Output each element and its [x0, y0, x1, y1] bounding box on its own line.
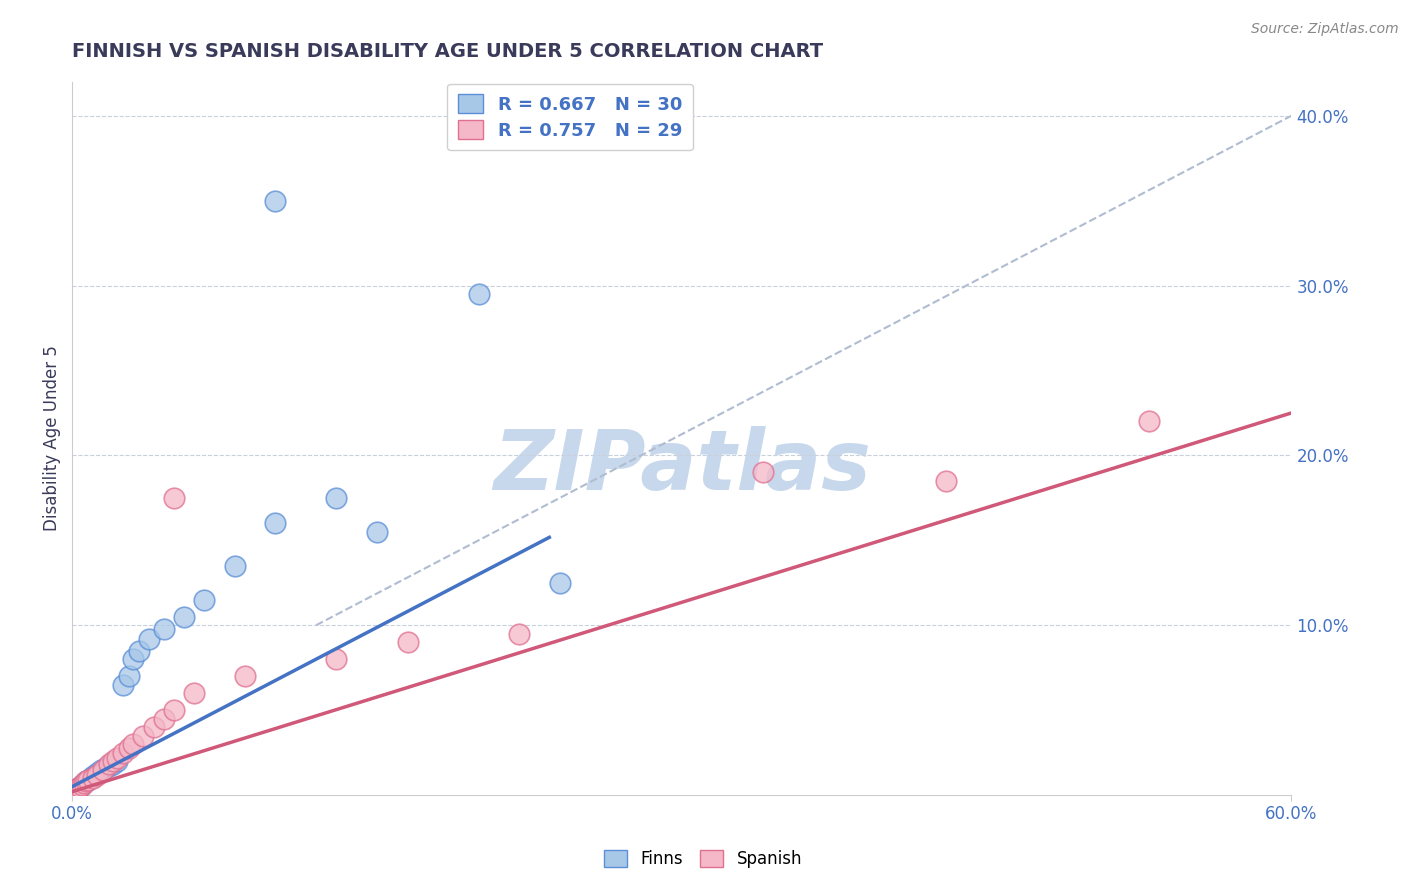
Point	[75, 774, 97, 789]
Point	[264, 194, 287, 208]
Point	[132, 729, 155, 743]
Point	[138, 632, 160, 646]
Point	[77, 772, 100, 787]
Point	[77, 772, 100, 787]
Point	[112, 746, 135, 760]
Point	[79, 771, 101, 785]
Point	[97, 757, 120, 772]
Y-axis label: Disability Age Under 5: Disability Age Under 5	[44, 345, 60, 532]
Point	[264, 516, 287, 531]
Legend: R = 0.667   N = 30, R = 0.757   N = 29: R = 0.667 N = 30, R = 0.757 N = 29	[447, 84, 693, 151]
Point	[1137, 414, 1160, 428]
Point	[183, 686, 205, 700]
Point	[86, 767, 108, 781]
Point	[325, 491, 347, 505]
Text: ZIPatlas: ZIPatlas	[494, 426, 870, 508]
Point	[142, 720, 165, 734]
Point	[752, 466, 775, 480]
Point	[82, 769, 104, 783]
Point	[508, 626, 530, 640]
Point	[69, 780, 91, 794]
Point	[366, 524, 388, 539]
Point	[152, 622, 174, 636]
Point	[93, 761, 115, 775]
Point	[72, 778, 94, 792]
Text: FINNISH VS SPANISH DISABILITY AGE UNDER 5 CORRELATION CHART: FINNISH VS SPANISH DISABILITY AGE UNDER …	[72, 42, 824, 61]
Point	[65, 783, 87, 797]
Point	[935, 474, 957, 488]
Point	[67, 781, 90, 796]
Point	[69, 780, 91, 794]
Point	[86, 766, 108, 780]
Point	[101, 754, 124, 768]
Point	[325, 652, 347, 666]
Point	[173, 609, 195, 624]
Point	[91, 763, 114, 777]
Point	[152, 712, 174, 726]
Point	[112, 678, 135, 692]
Point	[467, 287, 489, 301]
Point	[128, 643, 150, 657]
Point	[193, 592, 215, 607]
Point	[105, 750, 128, 764]
Point	[75, 774, 97, 789]
Point	[548, 575, 571, 590]
Point	[73, 776, 96, 790]
Point	[101, 757, 124, 772]
Legend: Finns, Spanish: Finns, Spanish	[598, 843, 808, 875]
Point	[122, 652, 145, 666]
Text: Source: ZipAtlas.com: Source: ZipAtlas.com	[1251, 22, 1399, 37]
Point	[118, 669, 141, 683]
Point	[97, 759, 120, 773]
Point	[233, 669, 256, 683]
Point	[163, 491, 186, 505]
Point	[67, 781, 90, 796]
Point	[396, 635, 419, 649]
Point	[73, 776, 96, 790]
Point	[90, 763, 112, 777]
Point	[122, 737, 145, 751]
Point	[72, 778, 94, 792]
Point	[105, 754, 128, 768]
Point	[82, 771, 104, 785]
Point	[224, 558, 246, 573]
Point	[118, 740, 141, 755]
Point	[163, 703, 186, 717]
Point	[65, 783, 87, 797]
